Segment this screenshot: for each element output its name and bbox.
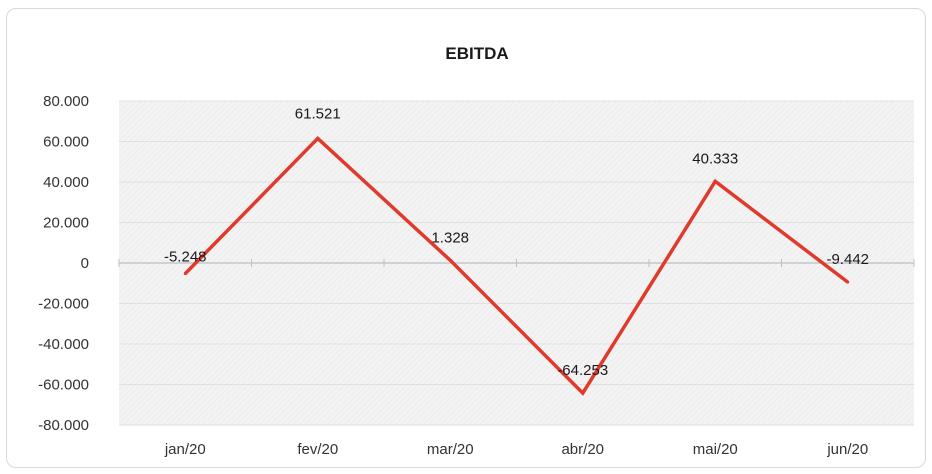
y-tick-label: 80.000 <box>43 93 89 110</box>
ebitda-line-chart: EBITDA 80.000 60.000 40.000 20.000 0 -20.000 -… <box>38 44 915 458</box>
data-label: -64.253 <box>557 362 608 379</box>
x-tick-label: jan/20 <box>164 441 206 458</box>
data-labels: -5.248 61.521 1.328 -64.253 40.333 -9.442 <box>164 105 869 379</box>
data-label: -9.442 <box>826 251 869 268</box>
x-tick-label: mar/20 <box>427 441 474 458</box>
chart-title: EBITDA <box>445 44 508 63</box>
series-line <box>184 135 849 396</box>
data-point <box>316 136 320 140</box>
x-tick-label: mai/20 <box>693 441 738 458</box>
y-tick-label: -40.000 <box>38 336 89 353</box>
data-label: 1.328 <box>431 229 469 246</box>
data-label: -5.248 <box>164 249 207 266</box>
y-tick-label: -80.000 <box>38 417 89 434</box>
data-label: 40.333 <box>692 150 738 167</box>
data-point <box>846 280 850 284</box>
data-label: 61.521 <box>295 105 341 122</box>
gridlines <box>118 100 915 426</box>
data-point <box>448 258 452 262</box>
chart-card: EBITDA 80.000 60.000 40.000 20.000 0 -20.000 -… <box>6 8 926 468</box>
y-tick-label: 0 <box>81 255 89 272</box>
data-point <box>713 179 717 183</box>
data-point <box>183 272 187 276</box>
y-tick-label: 40.000 <box>43 174 89 191</box>
y-tick-label: 60.000 <box>43 134 89 151</box>
y-tick-label: 20.000 <box>43 215 89 232</box>
data-point <box>581 391 585 395</box>
series-ebitda <box>183 135 850 396</box>
x-tick-label: fev/20 <box>297 441 338 458</box>
x-axis-ticks: jan/20 fev/20 mar/20 abr/20 mai/20 jun/20 <box>164 441 868 458</box>
y-tick-label: -20.000 <box>38 296 89 313</box>
y-axis-ticks: 80.000 60.000 40.000 20.000 0 -20.000 -40.000 -… <box>38 93 89 434</box>
x-tick-label: abr/20 <box>561 441 604 458</box>
y-tick-label: -60.000 <box>38 377 89 394</box>
x-tick-label: jun/20 <box>826 441 868 458</box>
